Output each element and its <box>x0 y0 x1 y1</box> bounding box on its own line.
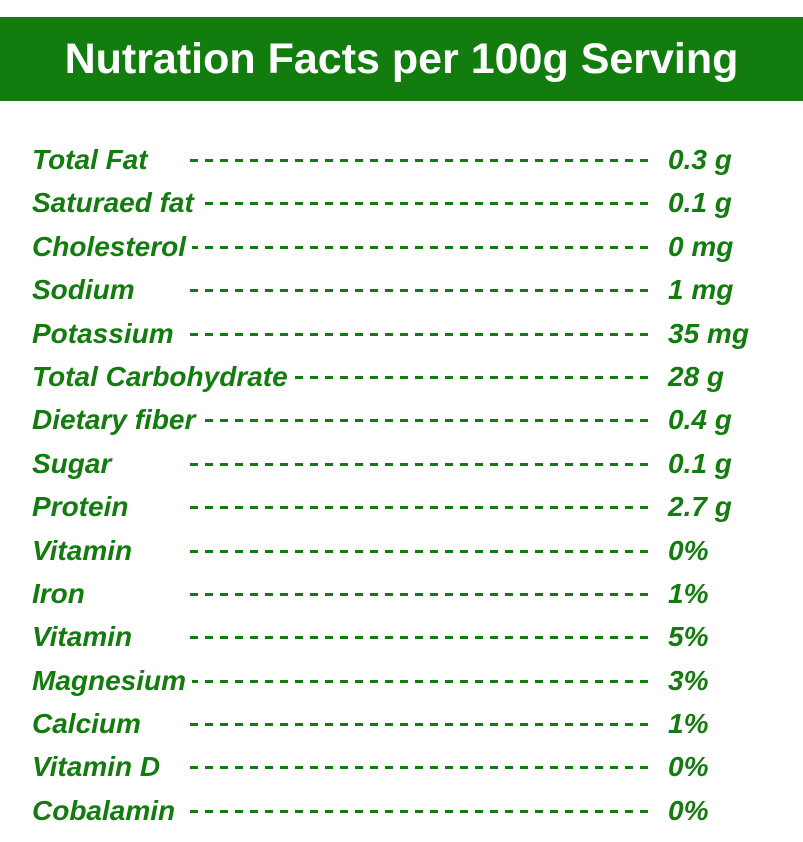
nutrient-value: 0.1 g <box>668 187 732 219</box>
leader-dots <box>190 723 653 727</box>
nutrient-label: Cholesterol <box>32 230 193 263</box>
nutrient-value: 35 mg <box>668 317 749 349</box>
leader-dots <box>190 549 653 553</box>
nutrient-label: Protein <box>32 491 135 524</box>
leader-dots <box>190 679 653 683</box>
nutrition-row: Cobalamin 0% <box>0 791 803 834</box>
nutrition-row: Dietary fiber 0.4 g <box>0 400 803 443</box>
nutrition-list: Total Fat 0.3 g Saturaed fat 0.1 g Chole… <box>0 140 803 834</box>
nutrition-row: Vitamin 5% <box>0 617 803 660</box>
leader-dots <box>190 202 653 206</box>
nutrient-value: 0 mg <box>668 230 734 262</box>
nutrition-row: Protein 2.7 g <box>0 487 803 530</box>
nutrient-label: Sugar <box>32 447 118 480</box>
nutrient-value: 0.3 g <box>668 144 732 175</box>
nutrient-label: Vitamin <box>32 621 139 654</box>
leader-dots <box>190 636 653 640</box>
nutrient-label: Iron <box>32 577 91 610</box>
nutrition-row: Magnesium 3% <box>0 661 803 704</box>
page-title: Nutration Facts per 100g Serving <box>64 34 739 83</box>
nutrition-row: Potassium 35 mg <box>0 314 803 357</box>
leader-dots <box>190 289 653 293</box>
nutrient-label: Sodium <box>32 274 141 307</box>
nutrient-value: 0% <box>668 751 709 783</box>
nutrient-value: 2.7 g <box>668 491 732 523</box>
nutrient-label: Vitamin <box>32 534 139 567</box>
nutrient-value: 0.1 g <box>668 447 732 479</box>
nutrient-label: Saturaed fat <box>32 187 200 220</box>
leader-dots <box>190 766 653 770</box>
leader-dots <box>190 159 653 162</box>
nutrient-label: Total Fat <box>32 144 154 176</box>
nutrient-label: Calcium <box>32 708 147 741</box>
nutrition-row: Sodium 1 mg <box>0 270 803 313</box>
leader-dots <box>190 506 653 510</box>
leader-dots <box>190 592 653 596</box>
leader-dots <box>190 332 653 336</box>
nutrient-value: 3% <box>668 664 709 696</box>
nutrition-row: Saturaed fat 0.1 g <box>0 183 803 226</box>
nutrition-row: Total Fat 0.3 g <box>0 140 803 183</box>
leader-dots <box>190 245 653 249</box>
leader-dots <box>190 809 653 813</box>
nutrition-row: Vitamin D 0% <box>0 747 803 790</box>
nutrient-value: 5% <box>668 621 709 653</box>
nutrient-label: Potassium <box>32 317 180 350</box>
title-banner: Nutration Facts per 100g Serving <box>0 17 803 101</box>
nutrient-label: Cobalamin <box>32 794 182 827</box>
nutrient-label: Magnesium <box>32 664 193 697</box>
nutrient-value: 0% <box>668 794 709 826</box>
nutrient-value: 0% <box>668 534 709 566</box>
nutrition-row: Iron 1% <box>0 574 803 617</box>
nutrient-label: Vitamin D <box>32 751 167 784</box>
nutrition-row: Sugar 0.1 g <box>0 444 803 487</box>
nutrient-value: 1% <box>668 577 709 609</box>
nutrition-row: Calcium 1% <box>0 704 803 747</box>
leader-dots <box>190 375 653 379</box>
nutrition-row: Vitamin 0% <box>0 531 803 574</box>
nutrient-label: Total Carbohydrate <box>32 360 294 393</box>
leader-dots <box>190 462 653 466</box>
leader-dots <box>190 419 653 423</box>
nutrient-value: 1 mg <box>668 274 734 306</box>
nutrient-label: Dietary fiber <box>32 404 202 437</box>
nutrient-value: 28 g <box>668 360 725 392</box>
nutrient-value: 0.4 g <box>668 404 732 436</box>
nutrition-row: Total Carbohydrate 28 g <box>0 357 803 400</box>
nutrition-row: Cholesterol 0 mg <box>0 227 803 270</box>
nutrient-value: 1% <box>668 708 709 740</box>
